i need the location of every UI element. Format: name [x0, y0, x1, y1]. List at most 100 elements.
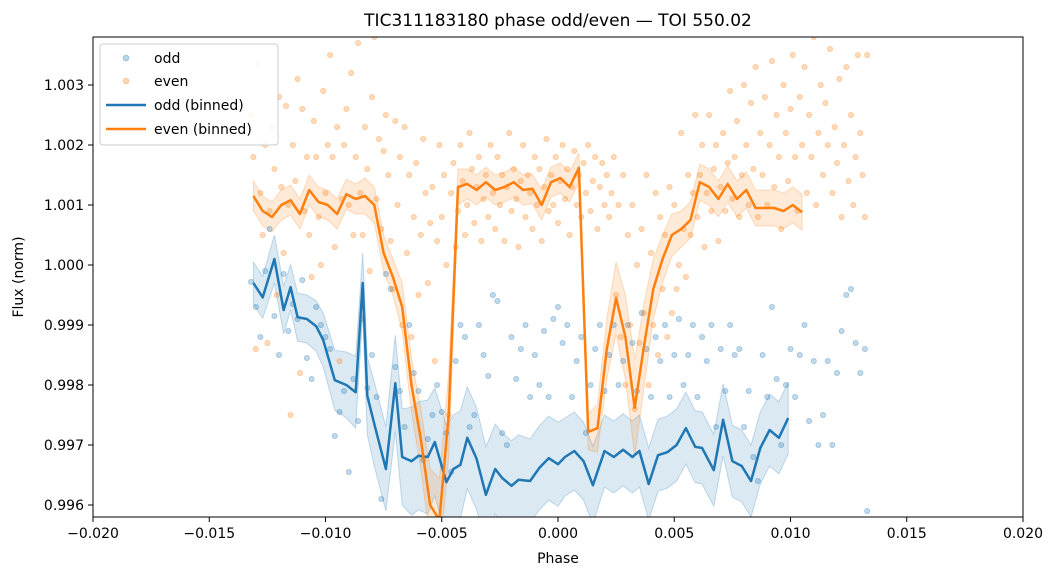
even-point [387, 237, 394, 244]
even-point [606, 213, 613, 220]
even-point [836, 76, 843, 83]
even-point [443, 261, 450, 268]
odd-point [689, 321, 696, 328]
even-point [429, 183, 436, 190]
even-point [385, 171, 392, 178]
even-point [415, 291, 422, 298]
even-point [678, 129, 685, 136]
even-point [768, 58, 775, 65]
odd-point [638, 309, 645, 316]
even-point [594, 225, 601, 232]
even-point [538, 237, 545, 244]
even-point [564, 165, 571, 172]
even-point [506, 129, 513, 136]
odd-point [406, 321, 413, 328]
even-point [515, 243, 522, 250]
odd-point [522, 321, 529, 328]
odd-point [671, 351, 678, 358]
even-point [545, 207, 552, 214]
even-point [803, 189, 810, 196]
odd-point [680, 381, 687, 388]
even-point [785, 177, 792, 184]
odd-point [559, 339, 566, 346]
even-point [801, 64, 808, 71]
x-tick-label: 0.010 [770, 526, 810, 542]
odd-point [494, 297, 501, 304]
even-point [608, 189, 615, 196]
odd-point [382, 270, 389, 277]
even-point [580, 159, 587, 166]
even-point [485, 213, 492, 220]
even-point [694, 213, 701, 220]
even-point [327, 52, 334, 59]
odd-point [666, 393, 673, 400]
legend-even-marker [122, 77, 130, 85]
even-point [715, 237, 722, 244]
even-point [299, 106, 306, 113]
even-point [696, 171, 703, 178]
even-point [627, 321, 634, 328]
even-point [724, 159, 731, 166]
odd-point [820, 411, 827, 418]
even-point [529, 225, 536, 232]
even-point [641, 309, 648, 316]
odd-point [266, 225, 273, 232]
even-point [734, 118, 741, 125]
even-point [527, 189, 534, 196]
odd-point [424, 435, 431, 442]
plot-area [248, 37, 871, 517]
even-point [729, 195, 736, 202]
even-point [738, 171, 745, 178]
odd-point [834, 369, 841, 376]
y-axis: 0.996 0.997 0.998 0.999 1.000 1.001 1.002 1.003 [44, 78, 93, 514]
odd-binned-series [252, 257, 790, 497]
even-point [706, 112, 713, 119]
even-point [643, 171, 650, 178]
odd-point [592, 345, 599, 352]
even-point [664, 333, 671, 340]
even-point [655, 351, 662, 358]
odd-point [303, 354, 310, 361]
odd-point [466, 423, 473, 430]
odd-point [531, 351, 538, 358]
odd-point [745, 387, 752, 394]
odd-point [257, 333, 264, 340]
x-axis: −0.020 −0.015 −0.010 −0.005 0.000 0.005 0.010 0… [67, 517, 1043, 542]
even-point [359, 231, 366, 238]
even-point [324, 141, 331, 148]
odd-point [438, 408, 445, 415]
even-point [687, 231, 694, 238]
even-point [355, 40, 362, 47]
even-point [466, 129, 473, 136]
even-point [252, 345, 259, 352]
even-point [861, 213, 868, 220]
even-point [510, 165, 517, 172]
odd-point [313, 303, 320, 310]
even-point [736, 213, 743, 220]
odd-point [694, 393, 701, 400]
odd-point [527, 393, 534, 400]
even-point [829, 189, 836, 196]
odd-point [569, 393, 576, 400]
odd-point [555, 303, 562, 310]
even-point [657, 213, 664, 220]
odd-point [759, 351, 766, 358]
even-point [831, 124, 838, 131]
even-point [541, 183, 548, 190]
odd-point [373, 393, 380, 400]
even-point [350, 231, 357, 238]
even-point [513, 195, 520, 202]
legend-even-label: even [154, 74, 188, 90]
even-point [524, 171, 531, 178]
odd-point [387, 285, 394, 292]
odd-point [280, 270, 287, 277]
odd-point [741, 423, 748, 430]
odd-point [662, 321, 669, 328]
even-point [827, 46, 834, 53]
odd-point [541, 327, 548, 334]
odd-point [801, 321, 808, 328]
odd-point [341, 387, 348, 394]
even-point [287, 411, 294, 418]
odd-point [768, 303, 775, 310]
